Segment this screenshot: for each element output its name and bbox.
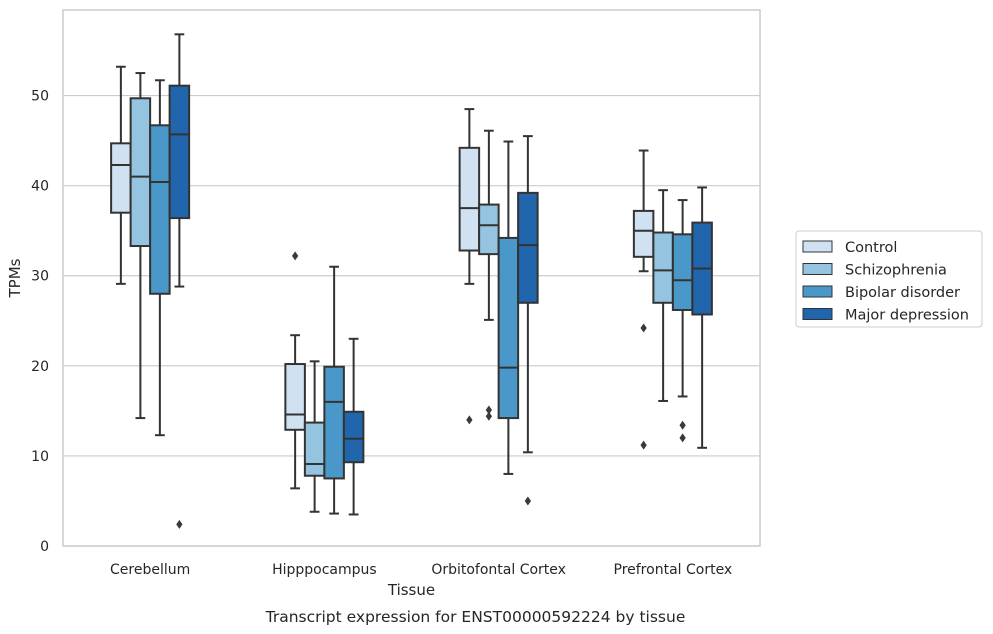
outlier-point [466,415,473,425]
box-group [691,186,713,449]
box [652,231,674,304]
box-group [284,251,306,490]
y-tick-label: 50 [31,89,49,105]
box [458,146,481,252]
outlier-point [640,440,647,450]
box-group [671,199,694,443]
outlier-point [679,433,686,443]
outlier-point [640,323,647,333]
box-group [652,189,674,402]
box [149,124,171,295]
legend: Control Schizophrenia Bipolar disorder Majo… [795,230,983,328]
box-group [149,79,171,437]
legend-label: Bipolar disorder [845,285,960,301]
outlier-point [679,420,686,430]
x-tick-label: Hipppocampus [272,562,377,578]
box-group [517,135,539,506]
box [632,209,655,258]
box-group [110,65,132,285]
y-tick-label: 30 [31,269,49,285]
x-tick-label: Cerebellum [110,562,190,578]
box-group [342,337,365,516]
legend-frame [795,230,983,328]
y-axis-label: TPMs [6,258,24,298]
chart-caption: Transcript expression for ENST0000059222… [265,608,686,626]
box-group [168,33,191,529]
legend-swatch [802,308,833,320]
box [671,233,694,311]
y-tick-label: 40 [31,179,49,195]
y-ticks: 0 10 20 30 40 50 [31,89,49,555]
legend-swatch [802,240,833,253]
x-tick-label: Prefrontal Cortex [614,562,733,578]
box [168,84,191,220]
y-tick-label: 0 [40,539,49,555]
box-group [478,129,500,421]
y-tick-label: 20 [31,359,49,375]
box [323,365,345,480]
x-tick-label: Orbitofontal Cortex [431,562,566,578]
box [284,363,306,431]
boxplots [110,33,713,529]
box-group [497,140,520,475]
box [478,203,500,256]
outlier-point [485,405,493,415]
legend-label: Schizophrenia [845,263,947,279]
outlier-point [524,496,532,506]
box [517,191,539,304]
legend-swatch [802,285,833,298]
box [129,97,152,248]
legend-label: Control [845,240,897,256]
outlier-point [176,519,183,529]
box [342,410,365,464]
box-group [458,108,481,425]
outlier-point [485,411,493,421]
box [110,142,132,214]
outlier-point [291,251,299,261]
box [303,421,326,477]
x-ticks: Cerebellum Hipppocampus Orbitofontal Corte… [110,562,732,578]
x-axis-label: Tissue [387,581,435,599]
box-group [632,149,655,450]
box [497,236,520,420]
legend-label: Major depression [845,308,969,324]
box-group [323,265,345,515]
legend-swatch [802,263,833,275]
y-tick-label: 10 [31,449,49,465]
plot-frame [62,9,761,547]
box-group [303,360,326,513]
